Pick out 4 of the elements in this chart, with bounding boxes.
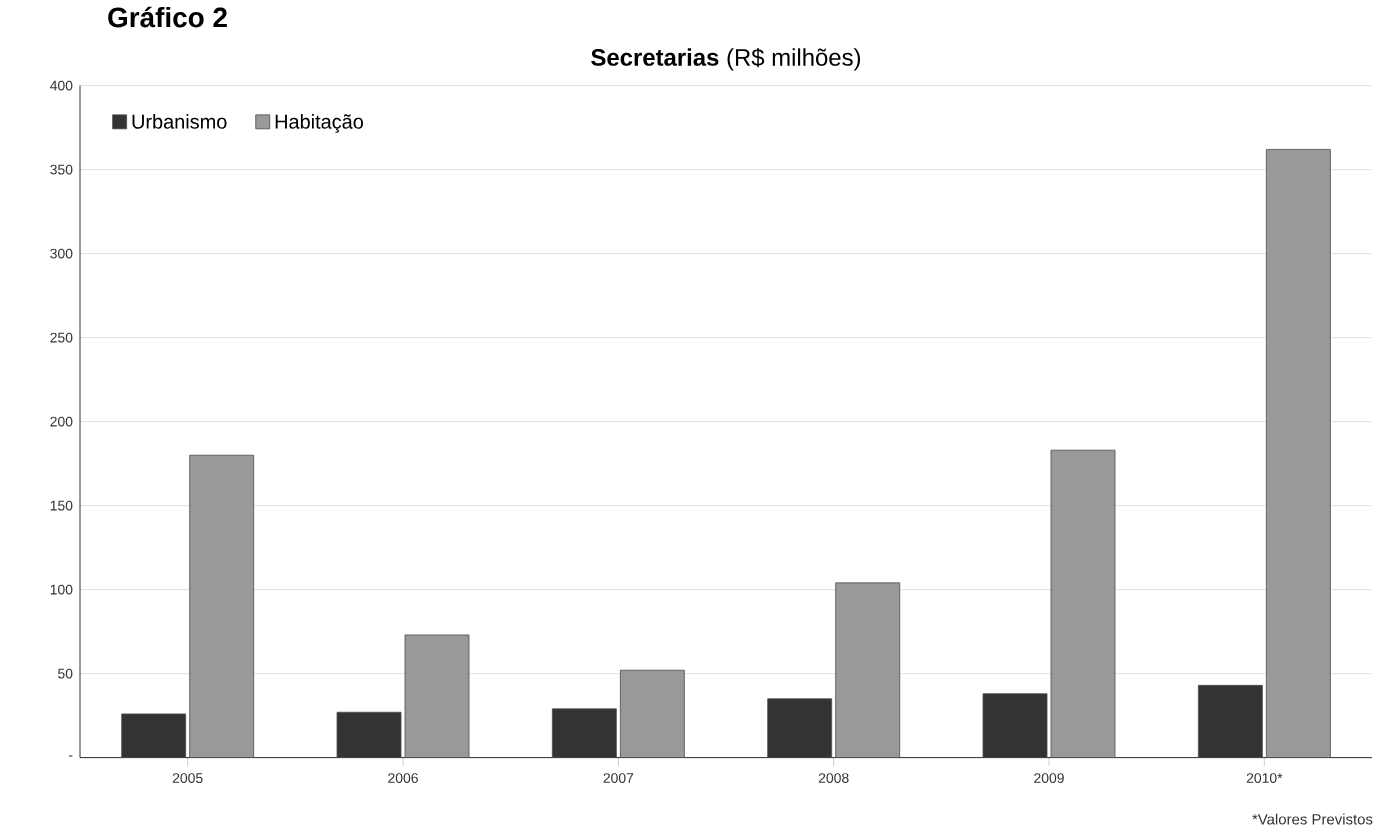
legend-label: Habitação [275, 114, 363, 133]
text: Gráfico 2 [108, 6, 227, 28]
chart-title: Secretarias (R$ milhões) [591, 48, 861, 71]
legend-label: Urbanismo [132, 114, 227, 129]
